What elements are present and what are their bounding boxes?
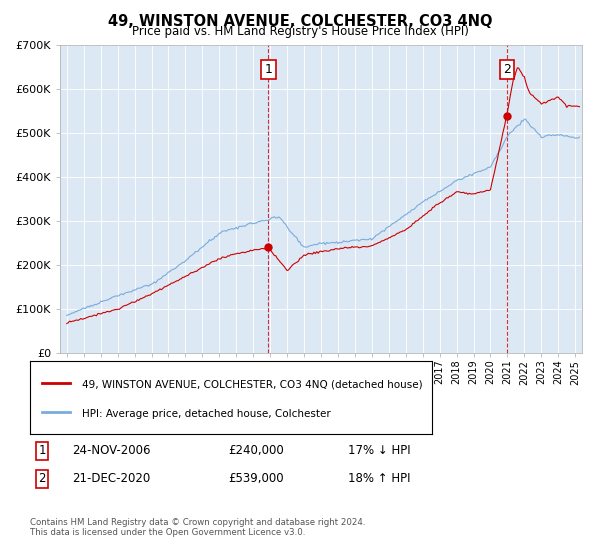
- Text: 18% ↑ HPI: 18% ↑ HPI: [348, 472, 410, 486]
- Text: 17% ↓ HPI: 17% ↓ HPI: [348, 444, 410, 458]
- Text: 49, WINSTON AVENUE, COLCHESTER, CO3 4NQ (detached house): 49, WINSTON AVENUE, COLCHESTER, CO3 4NQ …: [82, 380, 423, 390]
- Text: 21-DEC-2020: 21-DEC-2020: [72, 472, 150, 486]
- Text: 24-NOV-2006: 24-NOV-2006: [72, 444, 151, 458]
- Text: 1: 1: [38, 444, 46, 458]
- Text: HPI: Average price, detached house, Colchester: HPI: Average price, detached house, Colc…: [82, 409, 331, 419]
- Text: 1: 1: [265, 63, 272, 76]
- Text: Price paid vs. HM Land Registry's House Price Index (HPI): Price paid vs. HM Land Registry's House …: [131, 25, 469, 38]
- Text: 2: 2: [503, 63, 511, 76]
- Text: 2: 2: [38, 472, 46, 486]
- Text: Contains HM Land Registry data © Crown copyright and database right 2024.
This d: Contains HM Land Registry data © Crown c…: [30, 518, 365, 538]
- Text: £539,000: £539,000: [228, 472, 284, 486]
- Text: 49, WINSTON AVENUE, COLCHESTER, CO3 4NQ: 49, WINSTON AVENUE, COLCHESTER, CO3 4NQ: [108, 14, 492, 29]
- Text: £240,000: £240,000: [228, 444, 284, 458]
